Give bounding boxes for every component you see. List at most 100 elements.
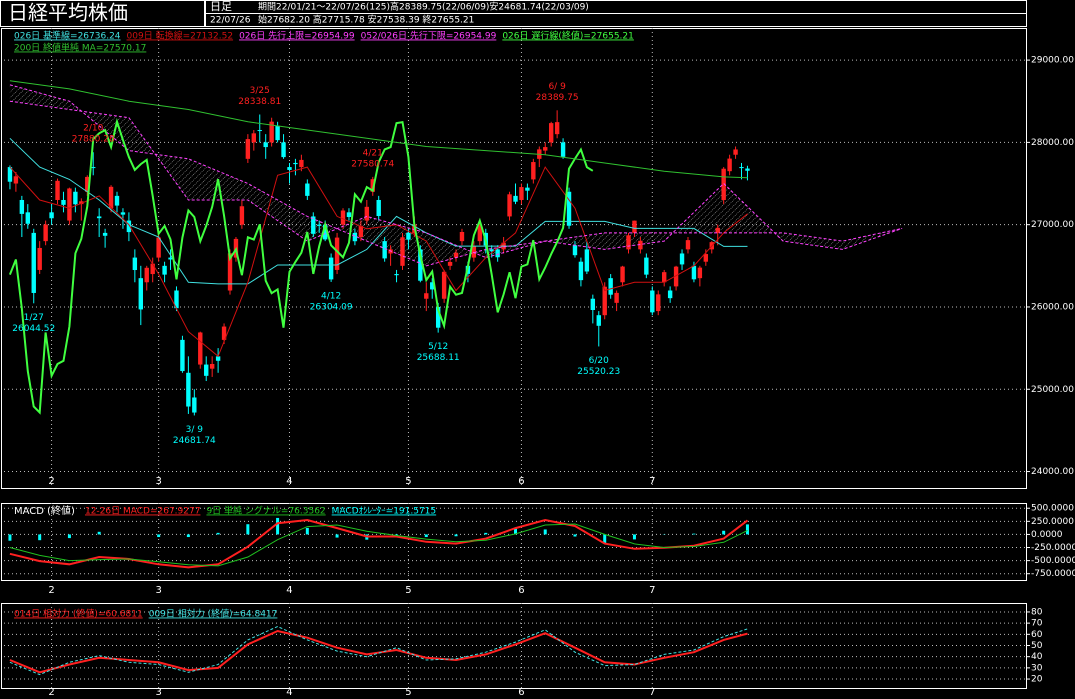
candle-body (7, 167, 13, 182)
annotation-value: 26304.09 (310, 302, 353, 312)
legend-entry: 026日 基準線=26736.24 (14, 30, 121, 42)
annotation-date: 4/12 (321, 291, 341, 301)
annotation-value: 24681.74 (173, 436, 216, 446)
date: 22/07/26 (210, 16, 251, 26)
histogram-bar (692, 533, 696, 535)
legend-entry: 9日 単純 シグナル=76.3562 (206, 505, 325, 517)
candle-body (299, 159, 304, 168)
candle-body (661, 272, 667, 283)
candle-body (560, 142, 566, 157)
x-tick-label: 7 (649, 476, 655, 487)
y-tick-label: 500.0000 (1031, 504, 1074, 514)
candle-body (513, 195, 518, 202)
candle-body (162, 265, 167, 275)
candle-body (209, 363, 215, 369)
annotation-value: 25520.23 (577, 367, 620, 377)
candle-body (489, 249, 494, 252)
y-tick-label: 50 (1031, 641, 1043, 651)
annotation-value: 27880.28 (72, 135, 115, 145)
candle-body (126, 220, 132, 233)
histogram-bar (38, 534, 42, 541)
candle-body (739, 167, 744, 169)
x-tick-label: 2 (48, 476, 54, 487)
candle-body (91, 167, 96, 169)
x-tick-label: 4 (286, 476, 292, 487)
candle-body (340, 210, 346, 225)
histogram-bar (276, 517, 280, 535)
y-tick-label: 30 (1031, 663, 1043, 673)
candle-body (55, 180, 60, 200)
candle-body (477, 224, 483, 242)
candle-body (685, 240, 691, 250)
candle-body (424, 293, 429, 299)
y-tick-label: 24000.00 (1031, 467, 1074, 477)
histogram-bar (8, 534, 12, 541)
x-tick-label: 5 (405, 687, 411, 698)
x-tick-label: 7 (649, 687, 655, 698)
x-tick-label: 3 (155, 585, 161, 596)
candle-body (596, 315, 601, 326)
candle-body (67, 188, 72, 221)
y-tick-label: 29000.00 (1031, 56, 1074, 66)
y-tick-label: 60 (1031, 630, 1043, 640)
candle-body (221, 326, 227, 340)
y-tick-label: 70 (1031, 619, 1043, 629)
candle-body (430, 282, 435, 290)
candle-body (495, 249, 500, 258)
candle-body (168, 257, 173, 260)
candle-body (96, 216, 102, 219)
y-tick-label: 20 (1031, 675, 1043, 685)
series-line (9, 137, 748, 285)
candle-body (435, 306, 441, 328)
candle-body (346, 212, 352, 218)
legend-title: MACD (終値) (14, 504, 75, 517)
candle-body (364, 206, 370, 221)
histogram-bar (745, 524, 749, 535)
candle-body (548, 123, 554, 143)
candle-body (19, 199, 25, 214)
annotation-value: 25688.11 (417, 353, 460, 363)
candle-body (25, 212, 30, 224)
panel-frame (1, 503, 1027, 581)
candle-body (138, 278, 143, 310)
candle-body (471, 246, 477, 258)
y-tick-label: -250.0000 (1031, 543, 1075, 553)
candle-body (31, 232, 36, 293)
candle-body (394, 274, 399, 276)
x-tick-label: 2 (48, 585, 54, 596)
candle-body (590, 298, 596, 311)
candle-body (245, 139, 251, 159)
candle-body (239, 206, 245, 225)
series-line (9, 80, 748, 179)
histogram-bar (603, 534, 607, 544)
candle-body (453, 252, 459, 258)
candle-body (656, 294, 661, 312)
y-tick-label: 26000.00 (1031, 302, 1074, 312)
candle-body (269, 121, 274, 143)
candle-body (608, 278, 613, 295)
candle-body (37, 247, 42, 270)
candle-body (317, 224, 322, 226)
candle-body (204, 364, 209, 376)
legend-entry: 026日 先行上限=26954.99 (239, 30, 355, 42)
y-tick-label: 250.0000 (1031, 517, 1074, 527)
candle-body (554, 122, 560, 135)
candle-body (733, 149, 738, 155)
legend-entry: 014日 相対力 (終値)=60.6811 (14, 608, 143, 620)
title-box (0, 0, 205, 27)
annotation-value: 28389.75 (536, 93, 579, 103)
x-tick-label: 2 (48, 687, 54, 698)
histogram-bar (484, 532, 488, 535)
candle-body (602, 286, 607, 316)
candle-body (507, 194, 512, 217)
panel-frame (1, 28, 1027, 489)
ohlc: 始27682.20 高27715.78 安27538.39 終27655.21 (258, 14, 474, 26)
annotation-date: 5/12 (428, 342, 448, 352)
legend-entry: MACDｵｼﾚｰﾀｰ=191.5715 (332, 506, 436, 517)
candle-body (400, 237, 405, 266)
histogram-bar (335, 534, 339, 538)
annotation-date: 3/25 (250, 86, 270, 96)
candle-body (192, 397, 197, 413)
